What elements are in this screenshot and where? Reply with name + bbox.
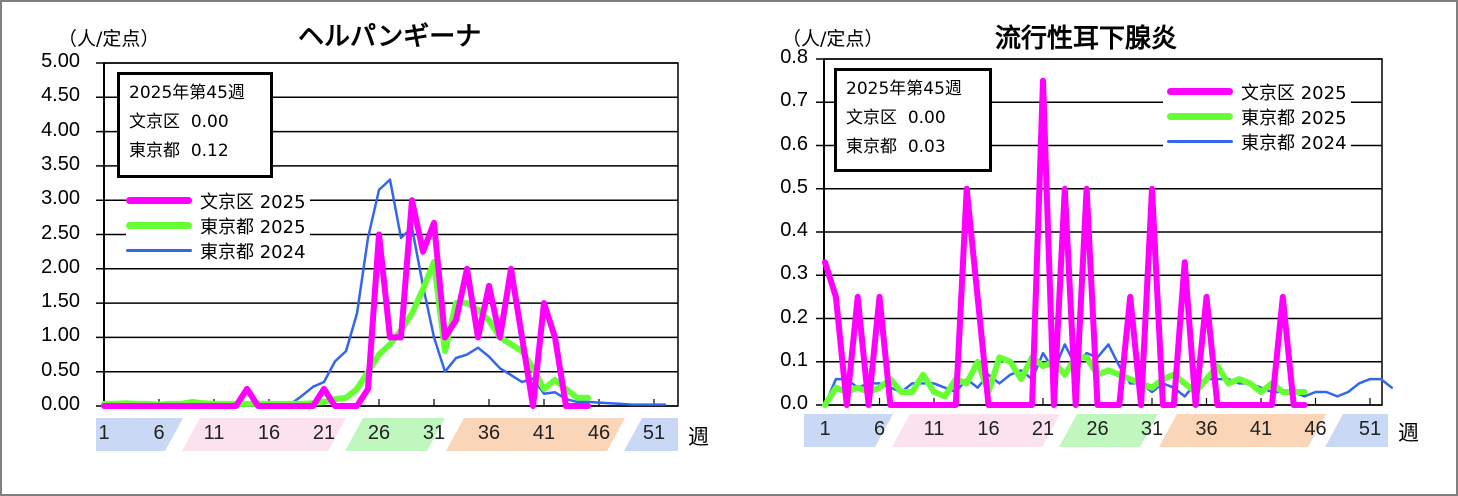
y-tick-label: 0.8 xyxy=(780,46,808,68)
info-bunkyo: 文京区 0.00 xyxy=(846,108,946,128)
legend-label: 東京都 2024 xyxy=(1241,132,1347,154)
season-band xyxy=(345,418,445,451)
week-label: 46 xyxy=(1304,418,1327,440)
y-axis-unit: （人/定点） xyxy=(782,28,884,50)
legend-label: 東京都 2025 xyxy=(1241,107,1347,129)
legend-item: 東京都 2024 xyxy=(1167,129,1347,154)
legend-label: 東京都 2025 xyxy=(200,216,306,238)
y-tick-label: 0.50 xyxy=(41,358,80,381)
legend: 文京区 2025 東京都 2025 東京都 2024 xyxy=(1163,79,1351,154)
season-band xyxy=(96,418,183,451)
legend-swatch-icon xyxy=(1167,113,1233,120)
week-label: 41 xyxy=(532,422,556,444)
info-tokyo: 東京都 0.03 xyxy=(846,137,946,157)
chart-title: 流行性耳下腺炎 xyxy=(995,24,1178,54)
legend-item: 文京区 2025 xyxy=(1167,79,1347,104)
week-label: 1 xyxy=(819,418,831,440)
info-week: 2025年第45週 xyxy=(129,83,245,103)
week-label: 1 xyxy=(98,422,110,444)
y-tick-label: 3.50 xyxy=(41,152,80,175)
week-unit-label: 週 xyxy=(1398,421,1419,445)
y-tick-label: 4.50 xyxy=(41,84,80,107)
y-tick-label: 0.7 xyxy=(780,89,808,112)
week-label: 11 xyxy=(923,418,945,440)
y-tick-label: 0.4 xyxy=(780,219,808,241)
info-bunkyo: 文京区 0.00 xyxy=(129,112,229,132)
week-label: 51 xyxy=(642,422,666,444)
week-label: 16 xyxy=(257,422,281,444)
week-label: 16 xyxy=(977,418,1000,440)
season-band xyxy=(1059,414,1158,447)
y-tick-label: 4.00 xyxy=(41,118,80,141)
season-band xyxy=(182,418,346,451)
y-tick-label: 0.5 xyxy=(780,175,808,198)
y-tick-label: 1.00 xyxy=(41,324,80,347)
week-label: 31 xyxy=(1140,418,1164,440)
legend-label: 東京都 2024 xyxy=(200,241,306,263)
week-label: 51 xyxy=(1358,418,1382,440)
legend-swatch-icon xyxy=(126,222,192,229)
info-week: 2025年第45週 xyxy=(846,79,962,99)
legend-label: 文京区 2025 xyxy=(1241,82,1347,104)
y-axis-unit: （人/定点） xyxy=(58,28,160,50)
season-band xyxy=(1325,414,1388,447)
legend-swatch-icon xyxy=(126,197,192,204)
week-label: 21 xyxy=(1031,418,1055,440)
week-label: 26 xyxy=(367,422,391,444)
week-label: 41 xyxy=(1249,418,1273,440)
legend-swatch-icon xyxy=(126,249,192,252)
info-tokyo-value: 0.12 xyxy=(190,141,229,161)
info-tokyo: 東京都 0.12 xyxy=(129,141,229,161)
herpangina-chart: （人/定点） ヘルパンギーナ 0.00 0.50 1.00 1.50 2.00 2.50 3… xyxy=(41,22,709,451)
info-box: 2025年第45週 文京区 0.00 東京都 0.12 xyxy=(117,72,273,178)
week-label: 6 xyxy=(153,422,165,444)
week-label: 46 xyxy=(587,422,611,444)
week-label: 36 xyxy=(477,422,501,444)
series-line-tokyo-2025 xyxy=(822,354,1308,408)
series-line-bunkyo-2025 xyxy=(101,197,591,409)
week-label: 36 xyxy=(1195,418,1218,440)
y-tick-label: 0.3 xyxy=(780,262,808,285)
legend-label: 文京区 2025 xyxy=(200,191,306,213)
week-label: 26 xyxy=(1086,418,1109,440)
y-tick-label: 2.00 xyxy=(41,255,80,278)
week-label: 11 xyxy=(203,422,225,444)
info-bunkyo-value: 0.00 xyxy=(190,112,229,132)
series-line-bunkyo-2025 xyxy=(822,77,1308,408)
legend: 文京区 2025 東京都 2025 東京都 2024 xyxy=(126,188,310,263)
week-label: 21 xyxy=(312,422,336,444)
info-bunkyo-value: 0.00 xyxy=(907,108,946,128)
season-band xyxy=(446,418,625,451)
y-tick-label: 1.50 xyxy=(41,290,80,313)
season-band xyxy=(892,414,1060,447)
week-unit-label: 週 xyxy=(688,425,709,449)
legend-swatch-icon xyxy=(1167,140,1233,143)
y-tick-label: 0.2 xyxy=(780,305,808,328)
info-box: 2025年第45週 文京区 0.00 東京都 0.03 xyxy=(834,68,992,172)
legend-item: 東京都 2025 xyxy=(1167,104,1347,129)
y-tick-label: 0.6 xyxy=(780,132,808,155)
week-label: 6 xyxy=(873,418,886,440)
chart-title: ヘルパンギーナ xyxy=(298,22,482,52)
legend-swatch-icon xyxy=(1167,88,1233,95)
season-band xyxy=(804,414,893,447)
legend-item: 東京都 2025 xyxy=(126,213,306,238)
legend-item: 文京区 2025 xyxy=(126,188,306,213)
y-tick-label: 0.00 xyxy=(41,393,80,415)
y-tick-label: 0.0 xyxy=(780,392,808,414)
season-band xyxy=(624,418,678,451)
info-tokyo-value: 0.03 xyxy=(907,137,946,157)
legend-item: 東京都 2024 xyxy=(126,238,306,263)
y-tick-label: 0.1 xyxy=(780,348,808,371)
week-label: 31 xyxy=(422,422,446,444)
y-tick-label: 3.00 xyxy=(41,187,80,210)
y-tick-label: 5.00 xyxy=(41,50,80,72)
season-band xyxy=(1159,414,1326,447)
y-tick-label: 2.50 xyxy=(41,221,80,244)
